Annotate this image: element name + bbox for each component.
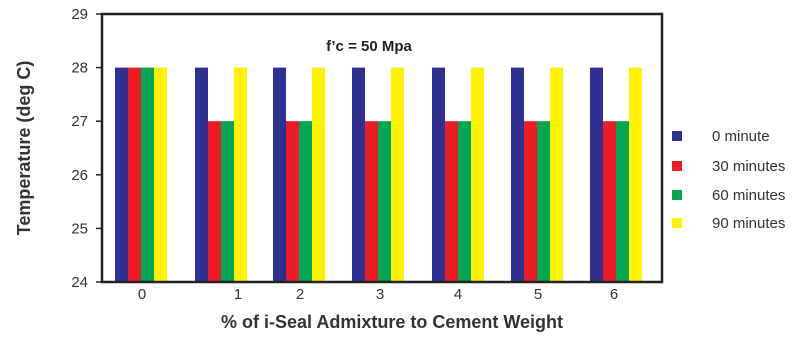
- y-tick-label: 29: [71, 6, 88, 23]
- x-tick-label: 0: [138, 286, 146, 303]
- bar-0-30-minutes: [128, 67, 141, 282]
- bar-3-60-minutes: [378, 121, 391, 282]
- legend-swatch: [672, 190, 682, 200]
- x-tick-label: 4: [454, 286, 462, 303]
- plot-frame: [100, 12, 664, 284]
- bars-layer: [115, 67, 642, 282]
- bar-3-90-minutes: [391, 67, 404, 282]
- bar-1-30-minutes: [208, 121, 221, 282]
- y-tick-label: 25: [71, 220, 88, 237]
- x-tick-label: 6: [610, 286, 618, 303]
- y-tick-label: 27: [71, 113, 88, 130]
- bar-0-60-minutes: [141, 67, 154, 282]
- x-tick-label: 3: [376, 286, 384, 303]
- bar-6-60-minutes: [616, 121, 629, 282]
- bar-5-0-minute: [511, 67, 524, 282]
- legend-label: 60 minutes: [712, 187, 785, 204]
- bar-1-0-minute: [195, 67, 208, 282]
- y-tick-label: 26: [71, 167, 88, 184]
- bar-3-30-minutes: [365, 121, 378, 282]
- bar-1-90-minutes: [234, 67, 247, 282]
- y-tick-label: 28: [71, 60, 88, 77]
- y-tick-label: 24: [71, 274, 88, 291]
- legend-swatch: [672, 218, 682, 228]
- bar-4-0-minute: [432, 67, 445, 282]
- bar-6-90-minutes: [629, 67, 642, 282]
- bar-2-90-minutes: [312, 67, 325, 282]
- bar-6-0-minute: [590, 67, 603, 282]
- bar-3-0-minute: [352, 67, 365, 282]
- bar-5-60-minutes: [537, 121, 550, 282]
- x-tick-label: 2: [296, 286, 304, 303]
- y-ticks-layer: 24 25 26 27 28 29: [71, 6, 102, 291]
- legend-label: 30 minutes: [712, 158, 785, 175]
- bar-4-30-minutes: [445, 121, 458, 282]
- x-ticks-layer: 0 1 2 3 4 5 6: [138, 286, 618, 303]
- x-tick-label: 5: [534, 286, 542, 303]
- chart-annotation: f’c = 50 Mpa: [326, 38, 412, 55]
- bar-2-30-minutes: [286, 121, 299, 282]
- bar-0-0-minute: [115, 67, 128, 282]
- bar-1-60-minutes: [221, 121, 234, 282]
- bar-4-90-minutes: [471, 67, 484, 282]
- bar-5-90-minutes: [550, 67, 563, 282]
- bar-2-60-minutes: [299, 121, 312, 282]
- bar-6-30-minutes: [603, 121, 616, 282]
- legend-label: 0 minute: [712, 128, 770, 145]
- bar-2-0-minute: [273, 67, 286, 282]
- y-axis-title: Temperature (deg C): [14, 61, 34, 236]
- legend-label: 90 minutes: [712, 215, 785, 232]
- bar-0-90-minutes: [154, 67, 167, 282]
- x-axis-title: % of i-Seal Admixture to Cement Weight: [221, 312, 563, 332]
- bar-5-30-minutes: [524, 121, 537, 282]
- x-tick-label: 1: [234, 286, 242, 303]
- legend: 0 minute 30 minutes 60 minutes 90 minutes: [672, 128, 785, 232]
- legend-swatch: [672, 131, 682, 141]
- bar-4-60-minutes: [458, 121, 471, 282]
- legend-swatch: [672, 161, 682, 171]
